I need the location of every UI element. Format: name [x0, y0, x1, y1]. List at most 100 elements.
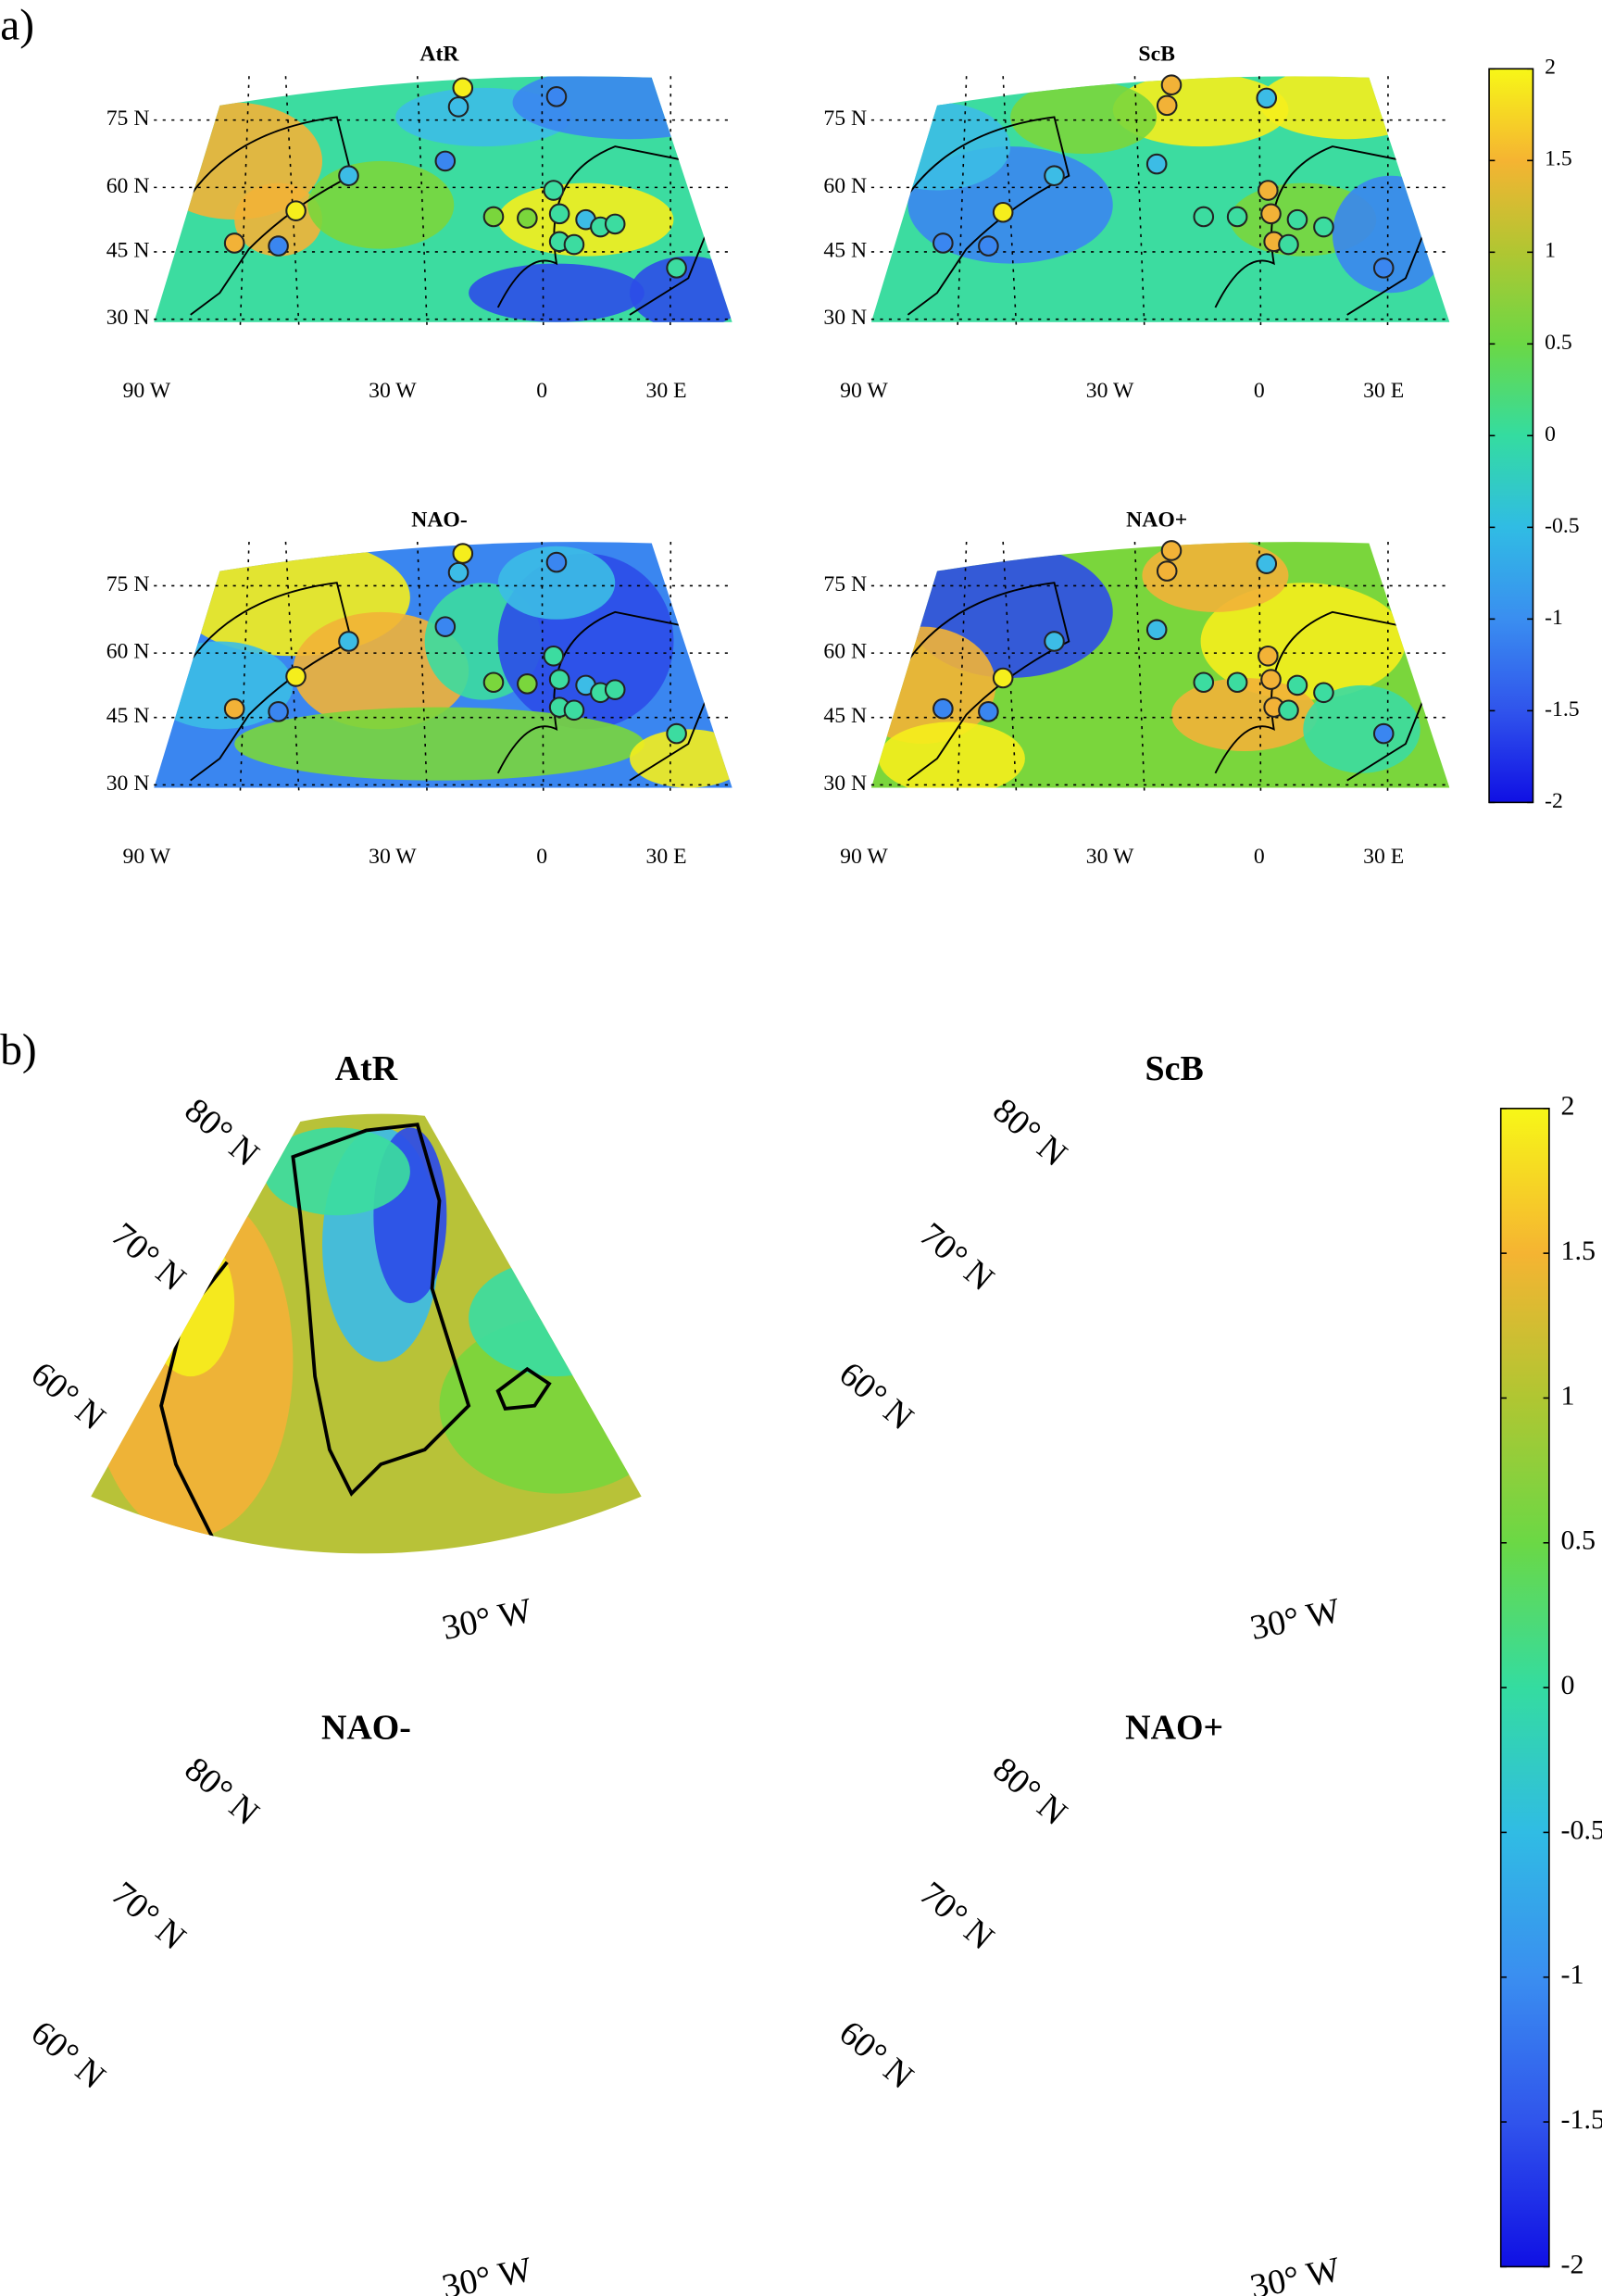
lon-label: 90 W: [123, 845, 171, 869]
station-dot: [452, 543, 474, 564]
field-blob: [1083, 1742, 1171, 1947]
coastline: [175, 582, 719, 782]
grid-line: [1002, 541, 1018, 791]
lon-label: 90 W: [840, 379, 888, 403]
map-panel: ScB 80° N 70° N 60° N 30° W: [832, 1049, 1468, 1648]
map-field: [154, 542, 732, 788]
lat-label: 75 N: [106, 107, 150, 131]
lat-label: 30 N: [823, 772, 867, 796]
station-dot: [223, 232, 245, 254]
field-base: [73, 1757, 658, 2269]
lon-label: 30° W: [439, 2250, 536, 2296]
lon-label: 90 W: [840, 845, 888, 869]
field-blob: [1112, 76, 1289, 147]
map-panel: AtR 75 N 60 N 45 N 30 N 90 W 30 W 0 30 E: [106, 43, 732, 403]
colorbar-tick-label: -2: [1561, 2249, 1584, 2279]
field-blob: [1113, 1215, 1230, 1361]
grid-line: [541, 541, 544, 791]
map-panel: NAO- 80° N 70° N 60° N 30° W: [23, 1699, 673, 2296]
grid-line: [284, 541, 300, 791]
station-dot: [1193, 671, 1215, 694]
map-field: [870, 542, 1450, 788]
colorbar-tick-label: 1: [1561, 1380, 1575, 1411]
field-blob: [1259, 1991, 1435, 2108]
station-dot: [1256, 87, 1278, 109]
field-blob: [1142, 1113, 1258, 1318]
lat-label: 60° N: [23, 1354, 112, 1437]
map-panel: ScB 75 N 60 N 45 N 30 N 90 W 30 W 0 30 E: [823, 43, 1450, 403]
field-group: [879, 1098, 1468, 1611]
field-group: [849, 1742, 1467, 2269]
station-dot: [268, 235, 289, 257]
grid-line: [1133, 76, 1145, 326]
field-blob: [512, 76, 732, 140]
station-dot: [992, 667, 1014, 689]
station-dot: [548, 669, 570, 690]
field-blob: [1200, 583, 1406, 700]
panel-title: AtR: [419, 43, 459, 67]
grid-line: [239, 76, 250, 326]
lat-label: 60° N: [832, 1354, 920, 1437]
field-blob: [870, 102, 1011, 191]
station-dot: [666, 257, 687, 279]
lon-label: 0: [536, 845, 547, 869]
colorbar-tick-label: 0: [1545, 422, 1556, 446]
station-dot: [1156, 94, 1178, 117]
panel-label: b): [0, 1026, 37, 1074]
station-dot: [1258, 645, 1279, 667]
colorbar-tick-label: -1.5: [1545, 697, 1580, 721]
field-group: [73, 1699, 673, 2270]
field-blob: [352, 1757, 440, 1962]
lon-label: 30° W: [1247, 2250, 1345, 2296]
grid-line: [1002, 76, 1018, 326]
lat-label: 45 N: [106, 704, 150, 728]
lat-label: 80° N: [177, 1091, 266, 1174]
station-dot: [285, 200, 307, 221]
field-blob: [469, 263, 645, 322]
lon-label: 30 E: [1363, 379, 1404, 403]
station-dot: [932, 232, 954, 254]
field-blob: [395, 1742, 454, 1888]
station-dot: [545, 551, 568, 573]
lat-label: 60 N: [106, 640, 150, 664]
station-dot: [563, 699, 585, 721]
station-dot: [604, 679, 626, 700]
grid-line: [284, 76, 300, 326]
station-dot: [1278, 699, 1299, 721]
field-blob: [1170, 678, 1319, 752]
lat-label: 30 N: [823, 306, 867, 330]
colorbar: [1488, 68, 1534, 804]
field-blob: [1215, 1406, 1420, 1523]
map-field: [154, 76, 732, 322]
colorbar-tick-label: -1: [1561, 1960, 1584, 1990]
field-blob: [1055, 1918, 1289, 2094]
map-panel: AtR 80° N 70° N 60° N 30° W: [23, 1049, 642, 1648]
station-dot: [517, 673, 538, 695]
field-base: [882, 1098, 1467, 1611]
field-base: [882, 1757, 1467, 2269]
lat-label: 70° N: [104, 1215, 193, 1299]
field-blob: [557, 1948, 673, 2064]
map-field: [73, 1699, 673, 2270]
field-blob: [1303, 684, 1421, 773]
panel-title: AtR: [335, 1049, 398, 1088]
field-blob: [1258, 76, 1435, 140]
lon-label: 0: [536, 379, 547, 403]
station-dot: [978, 701, 999, 722]
map-panel: NAO+ 80° N 70° N 60° N 30° W: [832, 1708, 1467, 2296]
grid-line: [239, 541, 250, 791]
lon-label: 30 W: [1086, 845, 1134, 869]
lat-label: 45 N: [823, 704, 867, 728]
field-blob: [307, 160, 455, 249]
lon-label: 30 E: [1363, 845, 1404, 869]
panel-label: a): [0, 1, 34, 49]
lat-label: 60 N: [823, 640, 867, 664]
station-dot: [1313, 682, 1334, 704]
field-blob: [234, 182, 323, 257]
grid-line: [541, 76, 544, 325]
station-dot: [1258, 180, 1279, 201]
station-dot: [1286, 208, 1308, 231]
coastline: [159, 1123, 552, 1538]
colorbar-tick-label: 0.5: [1545, 331, 1572, 355]
grid-line: [416, 541, 428, 791]
